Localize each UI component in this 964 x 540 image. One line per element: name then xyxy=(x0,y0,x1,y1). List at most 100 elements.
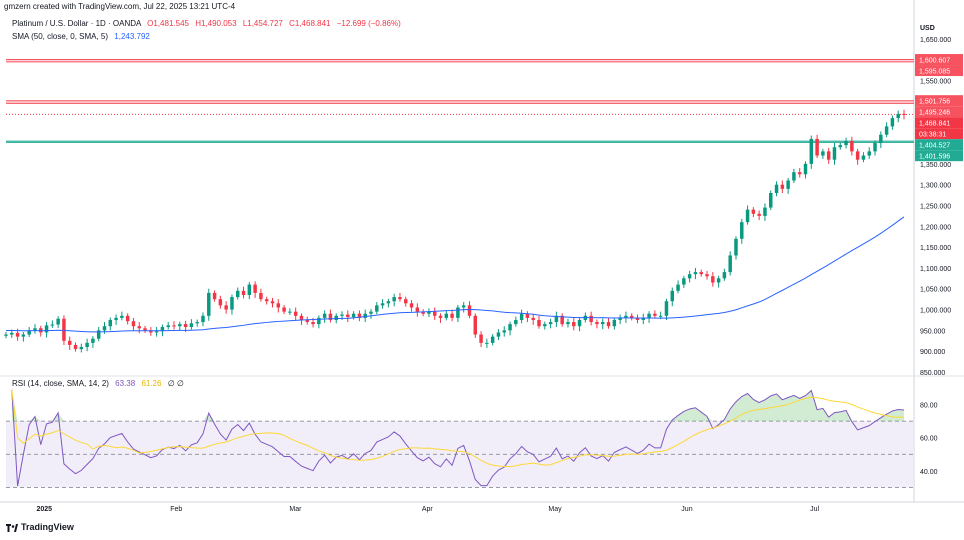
candle-body xyxy=(728,255,732,273)
candle-body xyxy=(357,313,362,318)
candle-body xyxy=(855,151,860,160)
candle-body xyxy=(143,328,147,331)
candle-body xyxy=(740,222,744,239)
rsi-overbought-fill xyxy=(880,414,887,422)
candle-body xyxy=(160,327,165,332)
candle-body xyxy=(821,151,825,156)
rsi-overbought-fill xyxy=(892,409,899,422)
rsi-overbought-fill xyxy=(58,412,64,422)
candle-body xyxy=(496,332,501,337)
candle-body xyxy=(797,172,802,175)
candle-body xyxy=(85,342,89,348)
price-tick-label: 1,350.000 xyxy=(920,162,951,169)
candle-body xyxy=(850,140,854,152)
candle-body xyxy=(543,324,547,327)
candle-body xyxy=(867,151,871,156)
candle-body xyxy=(664,301,669,316)
candle-body xyxy=(172,325,176,327)
rsi-tick-label: 40.00 xyxy=(920,469,938,476)
rsi-overbought-fill xyxy=(208,413,215,422)
candle-body xyxy=(456,307,460,318)
rsi-overbought-fill xyxy=(834,411,841,422)
candle-body xyxy=(386,301,391,304)
candle-body xyxy=(415,307,420,312)
rsi-label: RSI (14, close, SMA, 14, 2) xyxy=(12,379,109,388)
rsi-overbought-fill xyxy=(840,410,847,422)
candle-body xyxy=(873,143,877,152)
candle-body xyxy=(618,317,622,320)
price-tag-bg xyxy=(915,117,963,129)
candle-body xyxy=(461,305,466,308)
time-tick-label: Feb xyxy=(170,506,182,513)
candle-body xyxy=(207,292,211,316)
candle-body xyxy=(624,315,628,318)
candle-body xyxy=(62,318,66,341)
candle-body xyxy=(427,311,431,314)
rsi-line xyxy=(11,389,905,487)
candle-body xyxy=(734,238,738,256)
candle-body xyxy=(641,317,646,320)
rsi-overbought-fill xyxy=(741,393,748,422)
time-tick-label: Jul xyxy=(810,506,819,513)
candle-body xyxy=(890,118,895,127)
candle-body xyxy=(629,315,634,318)
rsi-overbought-fill xyxy=(788,395,794,422)
price-tag-label: 1,495.246 xyxy=(919,110,950,117)
candle-body xyxy=(328,313,333,320)
price-tick-label: 1,050.000 xyxy=(920,287,951,294)
brand-name: TradingView xyxy=(21,522,74,532)
candle-body xyxy=(751,209,756,214)
rsi-overbought-fill xyxy=(701,412,708,422)
candle-body xyxy=(763,207,767,216)
candle-body xyxy=(676,284,680,291)
price-tag-label: 1,404.527 xyxy=(919,143,950,150)
rsi-overbought-fill xyxy=(811,390,818,422)
candle-body xyxy=(699,272,703,275)
price-tick-label: 1,250.000 xyxy=(920,203,951,210)
candle-body xyxy=(722,272,727,279)
price-tick-label: 1,650.000 xyxy=(920,37,951,44)
candle-body xyxy=(884,126,889,135)
candle-body xyxy=(809,138,814,164)
price-tag-label: 1,401.596 xyxy=(919,154,950,161)
candle-body xyxy=(508,324,512,331)
candle-body xyxy=(102,326,107,331)
candle-body xyxy=(195,322,199,324)
candle-body xyxy=(525,313,530,318)
candle-body xyxy=(33,328,37,331)
candle-body xyxy=(270,301,275,304)
rsi-overbought-fill xyxy=(759,399,765,422)
rsi-extra: ∅ ∅ xyxy=(167,379,184,388)
time-tick-label: Jun xyxy=(681,506,692,513)
rsi-overbought-fill xyxy=(776,393,783,422)
candle-body xyxy=(589,315,593,323)
candle-body xyxy=(375,305,379,312)
price-tag-label: 1,468.841 xyxy=(919,121,950,128)
candle-body xyxy=(125,315,130,322)
price-tick-label: 1,300.000 xyxy=(920,183,951,190)
candle-body xyxy=(380,303,385,306)
candle-body xyxy=(44,325,49,333)
candle-body xyxy=(346,314,350,318)
candle-body xyxy=(183,324,188,328)
symbol-name: Platinum / U.S. Dollar · 1D · OANDA xyxy=(12,19,141,28)
candle-body xyxy=(305,319,310,323)
rsi-overbought-fill xyxy=(782,397,789,422)
candle-body xyxy=(288,311,292,313)
candle-body xyxy=(647,313,651,318)
rsi-overbought-fill xyxy=(898,409,904,422)
candle-body xyxy=(154,331,159,333)
candle-body xyxy=(201,315,205,323)
candle-body xyxy=(96,330,101,339)
candle-body xyxy=(166,325,170,328)
candle-body xyxy=(230,297,234,310)
candle-body xyxy=(769,193,773,208)
candle-body xyxy=(693,272,698,275)
candle-body xyxy=(212,292,217,300)
candle-body xyxy=(745,209,750,223)
candle-body xyxy=(432,311,437,316)
zone-band-resistance xyxy=(6,100,914,104)
price-tag-bg xyxy=(915,139,963,151)
candle-body xyxy=(438,315,443,318)
